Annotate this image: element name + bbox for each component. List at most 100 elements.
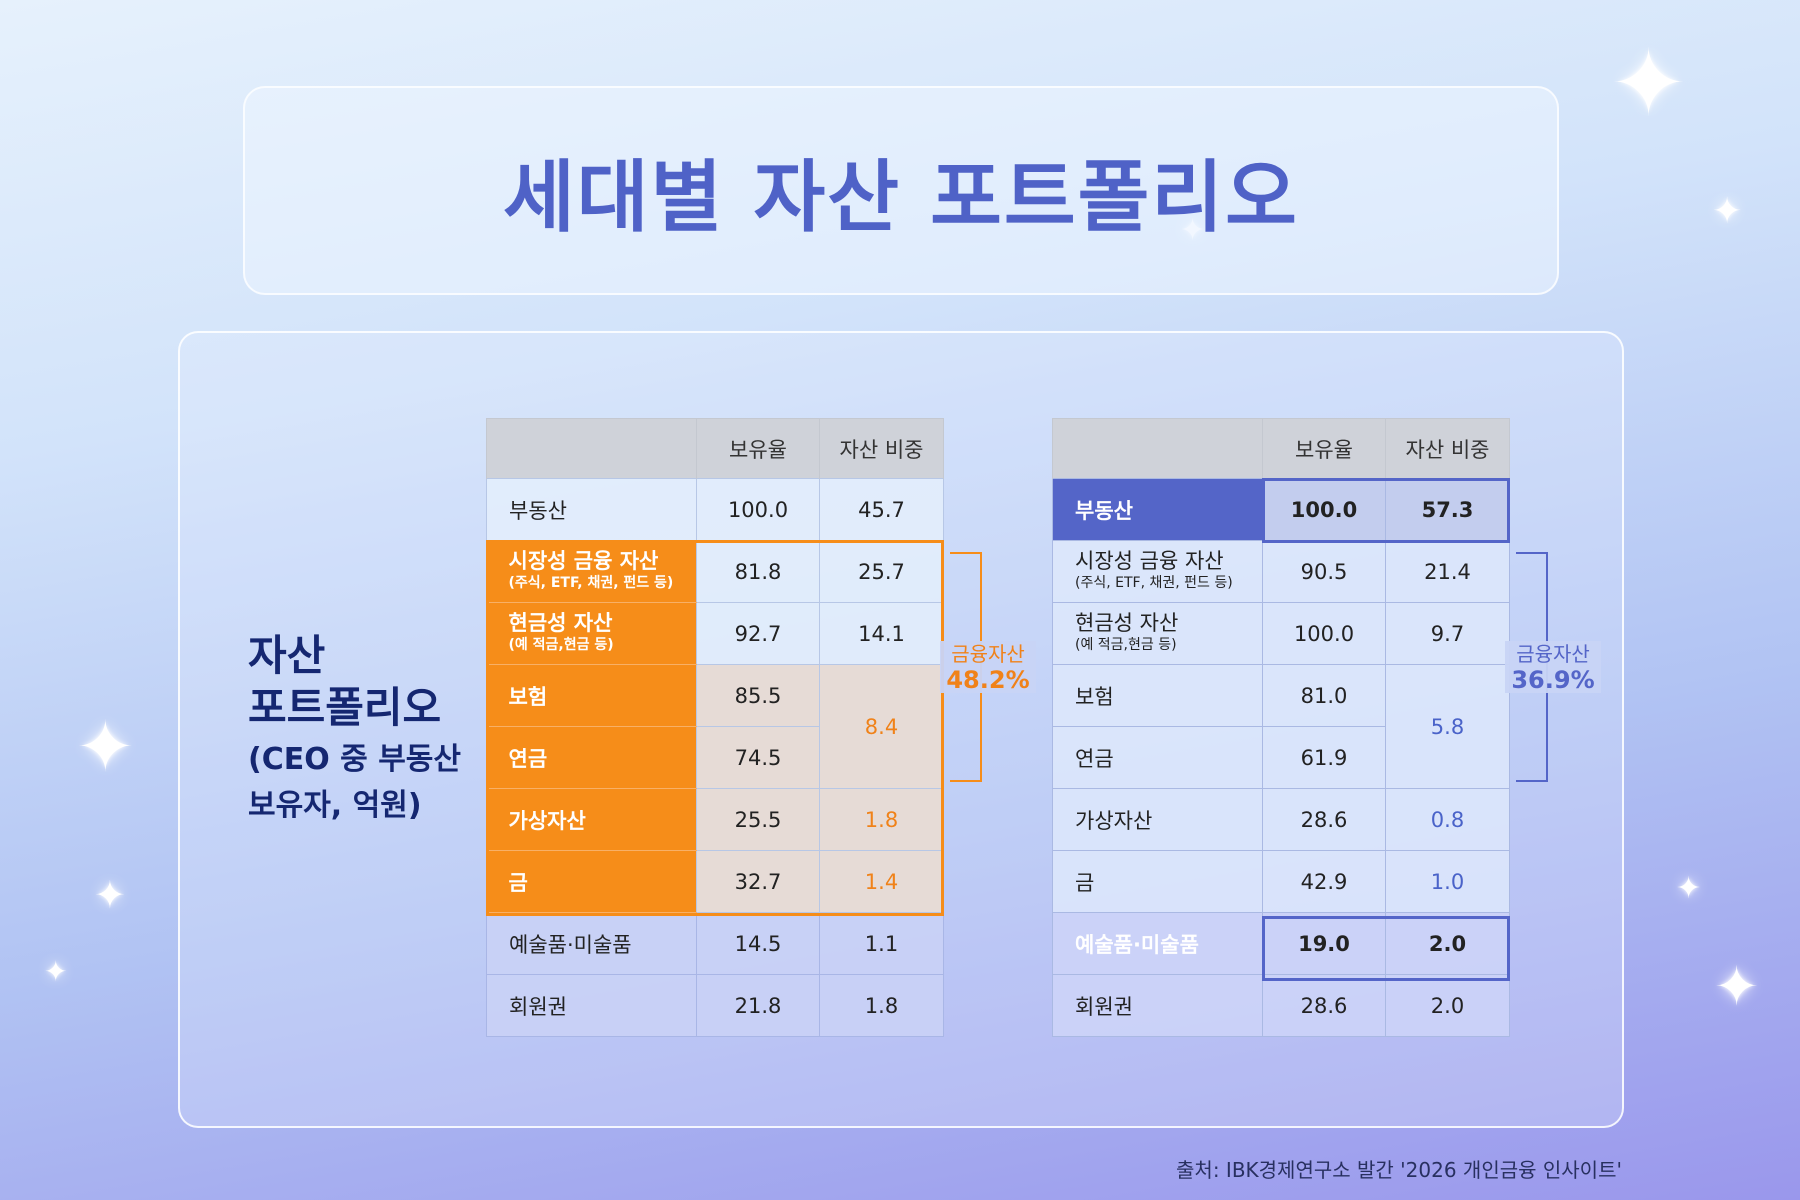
row-name-sub: (예 적금,현금 등) (508, 636, 614, 653)
table-row: 회원권 21.8 1.8 (486, 974, 944, 1037)
share-value: 14.1 (819, 602, 944, 665)
row-name: 부동산 (486, 478, 697, 541)
holding-value: 61.9 (1262, 726, 1386, 789)
row-name: 가상자산 (486, 788, 697, 851)
table-row: 연금 74.5 (486, 726, 944, 789)
row-name: 금 (486, 850, 697, 913)
holding-value: 32.7 (696, 850, 820, 913)
sparkle-icon: ✦ (1676, 871, 1702, 906)
financial-assets-label: 금융자산 48.2% (940, 641, 1036, 693)
table-row: 현금성 자산 (예 적금,현금 등) 92.7 14.1 (486, 602, 944, 665)
share-value: 1.1 (819, 912, 944, 975)
header-cell (1052, 418, 1263, 479)
table-row: 가상자산 28.6 0.8 (1052, 788, 1510, 851)
row-name-main: 시장성 금융 자산 (1075, 548, 1224, 573)
holding-value: 100.0 (1262, 602, 1386, 665)
header-cell (486, 418, 697, 479)
holding-value: 14.5 (696, 912, 820, 975)
share-value: 2.0 (1385, 974, 1510, 1037)
table-row: 회원권 28.6 2.0 (1052, 974, 1510, 1037)
table-row: 보험 81.0 5.8 (1052, 664, 1510, 789)
row-name: 예술품·미술품 (1052, 912, 1263, 975)
side-title-line2: 포트폴리오 (248, 683, 442, 732)
table-row: 시장성 금융 자산 (주식, ETF, 채권, 펀드 등) 81.8 25.7 (486, 540, 944, 603)
bracket-label-value: 48.2% (946, 666, 1030, 694)
row-name-main: 현금성 자산 (1075, 610, 1179, 635)
holding-value: 100.0 (696, 478, 820, 541)
share-value: 25.7 (819, 540, 944, 603)
table-header-row: 보유율 자산 비중 (1052, 418, 1510, 479)
holding-value: 92.7 (696, 602, 820, 665)
table-row: 가상자산 25.5 1.8 (486, 788, 944, 851)
table-row: 현금성 자산 (예 적금,현금 등) 100.0 9.7 (1052, 602, 1510, 665)
table-row: 시장성 금융 자산 (주식, ETF, 채권, 펀드 등) 90.5 21.4 (1052, 540, 1510, 603)
share-value: 45.7 (819, 478, 944, 541)
bracket-label-value: 36.9% (1511, 666, 1595, 694)
row-name-sub: (주식, ETF, 채권, 펀드 등) (1075, 574, 1233, 591)
financial-assets-label: 금융자산 36.9% (1505, 641, 1601, 693)
row-name: 회원권 (486, 974, 697, 1037)
share-value: 5.8 (1385, 664, 1510, 789)
table-row: 부동산 100.0 45.7 (486, 478, 944, 541)
row-name: 보험 (1052, 664, 1263, 727)
holding-value: 21.8 (696, 974, 820, 1037)
share-value: 1.4 (819, 850, 944, 913)
side-label: 자산 포트폴리오 (CEO 중 부동산 보유자, 억원) (248, 630, 461, 826)
source-footer: 출처: IBK경제연구소 발간 '2026 개인금융 인사이트' (1176, 1158, 1622, 1182)
sparkle-icon: ✦ (94, 873, 126, 917)
sparkle-icon: ✦ (76, 706, 135, 788)
table-row: 연금 61.9 (1052, 726, 1510, 789)
left-table: 보유율 자산 비중 부동산 100.0 45.7 시장성 금융 자산 (주식, … (486, 418, 944, 1037)
share-value: 9.7 (1385, 602, 1510, 665)
side-subtitle-line1: (CEO 중 부동산 (248, 742, 462, 777)
table-row: 예술품·미술품 14.5 1.1 (486, 912, 944, 975)
holding-value: 25.5 (696, 788, 820, 851)
holding-value: 19.0 (1262, 912, 1386, 975)
header-cell: 자산 비중 (819, 418, 944, 479)
sparkle-icon: ✦ (1714, 955, 1760, 1018)
holding-value: 85.5 (696, 664, 820, 727)
table-header-row: 보유율 자산 비중 (486, 418, 944, 479)
row-name: 현금성 자산 (예 적금,현금 등) (486, 602, 697, 665)
row-name: 예술품·미술품 (486, 912, 697, 975)
share-value: 0.8 (1385, 788, 1510, 851)
row-name-sub: (예 적금,현금 등) (1075, 636, 1177, 653)
header-cell: 자산 비중 (1385, 418, 1510, 479)
row-name-sub: (주식, ETF, 채권, 펀드 등) (508, 574, 674, 591)
table-row: 보험 85.5 8.4 (486, 664, 944, 789)
row-name: 가상자산 (1052, 788, 1263, 851)
row-name: 보험 (486, 664, 697, 727)
row-name: 회원권 (1052, 974, 1263, 1037)
row-name: 부동산 (1052, 478, 1263, 541)
share-value: 2.0 (1385, 912, 1510, 975)
header-cell: 보유율 (696, 418, 820, 479)
sparkle-icon: ✦ (1610, 30, 1688, 137)
table-row: 금 42.9 1.0 (1052, 850, 1510, 913)
holding-value: 81.8 (696, 540, 820, 603)
share-value: 21.4 (1385, 540, 1510, 603)
table-row: 부동산 100.0 57.3 (1052, 478, 1510, 541)
bracket-label-text: 금융자산 (1516, 642, 1590, 666)
holding-value: 81.0 (1262, 664, 1386, 727)
title-card: 세대별 자산 포트폴리오 (243, 86, 1559, 295)
row-name: 현금성 자산 (예 적금,현금 등) (1052, 602, 1263, 665)
share-value: 57.3 (1385, 478, 1510, 541)
holding-value: 28.6 (1262, 974, 1386, 1037)
holding-value: 42.9 (1262, 850, 1386, 913)
sparkle-icon: ✦ (1712, 191, 1743, 232)
row-name: 시장성 금융 자산 (주식, ETF, 채권, 펀드 등) (1052, 540, 1263, 603)
holding-value: 90.5 (1262, 540, 1386, 603)
share-value: 1.8 (819, 788, 944, 851)
row-name-main: 현금성 자산 (508, 610, 613, 635)
share-value: 1.0 (1385, 850, 1510, 913)
right-table: 보유율 자산 비중 부동산 100.0 57.3 시장성 금융 자산 (주식, … (1052, 418, 1510, 1037)
bracket-label-text: 금융자산 (951, 642, 1025, 666)
table-row: 금 32.7 1.4 (486, 850, 944, 913)
header-cell: 보유율 (1262, 418, 1386, 479)
page-title: 세대별 자산 포트폴리오 (503, 152, 1299, 243)
row-name-main: 시장성 금융 자산 (508, 548, 659, 573)
sparkle-icon: ✦ (44, 955, 68, 988)
row-name: 금 (1052, 850, 1263, 913)
table-row: 예술품·미술품 19.0 2.0 (1052, 912, 1510, 975)
share-value: 1.8 (819, 974, 944, 1037)
